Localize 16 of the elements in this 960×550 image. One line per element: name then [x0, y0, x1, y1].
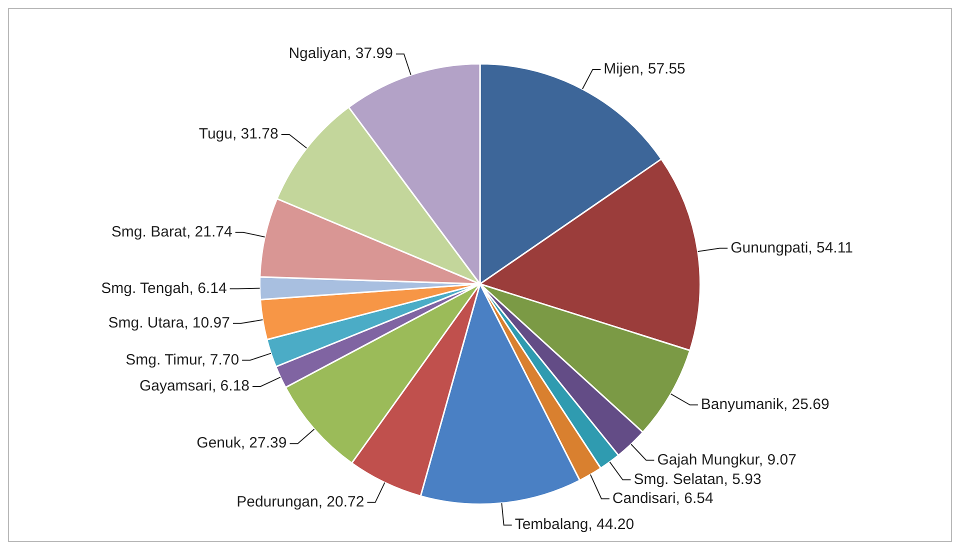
slice-label: Smg. Tengah, 6.14	[101, 280, 227, 297]
slice-label: Smg. Utara, 10.97	[108, 314, 230, 332]
slice-label: Smg. Barat, 21.74	[111, 223, 232, 240]
slice-label: Banyumanik, 25.69	[700, 396, 830, 414]
slice-label: Smg. Timur, 7.70	[126, 351, 240, 368]
slice-label: Mijen, 57.55	[604, 60, 686, 78]
slice-label: Gajah Mungkur, 9.07	[657, 451, 796, 468]
slice-label: Pedurungan, 20.72	[236, 494, 364, 511]
slice-label: Gayamsari, 6.18	[139, 378, 250, 395]
slice-label: Genuk, 27.39	[196, 434, 287, 452]
slice-label: Ngaliyan, 37.99	[288, 45, 393, 62]
slice-label: Gunungpati, 54.11	[730, 239, 853, 256]
slice-label: Tembalang, 44.20	[514, 516, 634, 534]
slice-label: Candisari, 6.54	[612, 490, 714, 507]
slice-label: Smg. Selatan, 5.93	[634, 470, 762, 488]
slice-label: Tugu, 31.78	[198, 126, 278, 143]
